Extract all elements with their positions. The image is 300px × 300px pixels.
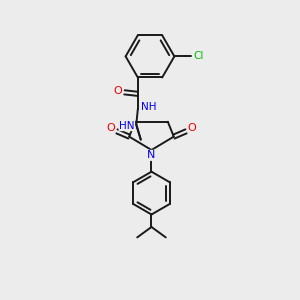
Text: O: O — [106, 123, 115, 133]
Text: N: N — [147, 150, 156, 160]
Text: HN: HN — [119, 121, 135, 130]
Text: O: O — [188, 123, 197, 133]
Text: O: O — [113, 86, 122, 96]
Text: NH: NH — [141, 102, 157, 112]
Text: Cl: Cl — [194, 51, 204, 62]
